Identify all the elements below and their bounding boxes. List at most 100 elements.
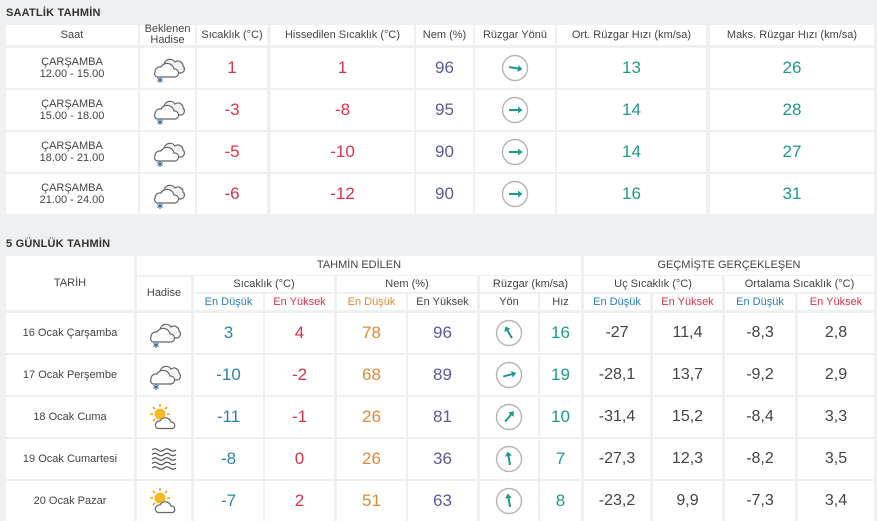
feels-like-value: -12 bbox=[271, 174, 414, 214]
humidity-value: 96 bbox=[416, 48, 473, 88]
snow-cloud-icon bbox=[146, 360, 182, 390]
wind-direction-cell bbox=[480, 355, 538, 395]
wind-arrow-icon bbox=[495, 319, 523, 347]
time-cell: ÇARŞAMBA 15.00 - 18.00 bbox=[6, 90, 138, 130]
haze-icon bbox=[146, 444, 182, 474]
snow-cloud-icon bbox=[150, 53, 186, 83]
wind-arrow-icon bbox=[495, 403, 523, 431]
avg-wind-value: 14 bbox=[557, 90, 706, 130]
avg-max-value: 3,4 bbox=[798, 481, 874, 521]
time-range: 15.00 - 18.00 bbox=[39, 110, 105, 122]
humidity-max-value: 96 bbox=[408, 313, 477, 353]
sublabel-xmax: En Yüksek bbox=[653, 294, 722, 310]
extreme-max-value: 13,7 bbox=[653, 355, 722, 395]
event-cell bbox=[140, 48, 195, 88]
wind-arrow-icon bbox=[495, 487, 523, 515]
wind-arrow-icon bbox=[501, 54, 529, 82]
humidity-max-value: 89 bbox=[408, 355, 477, 395]
extreme-max-value: 11,4 bbox=[653, 313, 722, 353]
extreme-max-value: 12,3 bbox=[653, 439, 722, 479]
temp-value: -6 bbox=[197, 174, 267, 214]
wind-arrow-icon bbox=[501, 180, 529, 208]
sublabel-tmax: En Yüksek bbox=[265, 294, 334, 310]
sublabel-tmin: En Düşük bbox=[194, 294, 263, 310]
partly-sunny-icon bbox=[146, 486, 182, 516]
snow-cloud-icon bbox=[150, 137, 186, 167]
date-cell: 18 Ocak Cuma bbox=[6, 397, 134, 437]
max-wind-value: 31 bbox=[710, 174, 874, 214]
temp-value: -3 bbox=[197, 90, 267, 130]
temp-min-value: -11 bbox=[194, 397, 263, 437]
hdr-avg-wind: Ort. Rüzgar Hızı (km/sa) bbox=[557, 25, 706, 45]
humidity-min-value: 26 bbox=[337, 439, 406, 479]
snow-cloud-icon bbox=[150, 95, 186, 125]
time-range: 18.00 - 21.00 bbox=[39, 152, 105, 164]
avg-min-value: -8,3 bbox=[725, 313, 795, 353]
event-cell bbox=[137, 397, 191, 437]
day-label: ÇARŞAMBA bbox=[41, 98, 103, 110]
sublabel-xmin: En Düşük bbox=[584, 294, 650, 310]
hdr-extreme-temp: Uç Sıcaklık (°C) bbox=[584, 276, 722, 292]
hdr-temp: Sıcaklık (°C) bbox=[197, 25, 267, 45]
daily-forecast-title: 5 GÜNLÜK TAHMİN bbox=[6, 238, 111, 250]
temp-min-value: -10 bbox=[194, 355, 263, 395]
hdr-date: TARİH bbox=[6, 256, 134, 310]
hdr-event: Hadise bbox=[137, 277, 191, 310]
sublabel-spd: Hız bbox=[540, 294, 581, 310]
temp-max-value: 4 bbox=[265, 313, 334, 353]
max-wind-value: 26 bbox=[710, 48, 874, 88]
wind-direction-cell bbox=[475, 132, 555, 172]
sublabel-hmax: En Yüksek bbox=[408, 294, 477, 310]
humidity-min-value: 68 bbox=[337, 355, 406, 395]
hdr-event: Beklenen Hadise bbox=[140, 24, 195, 46]
hourly-forecast-title: SAATLİK TAHMİN bbox=[6, 7, 101, 19]
avg-min-value: -8,4 bbox=[725, 397, 795, 437]
extreme-min-value: -28,1 bbox=[584, 355, 650, 395]
wind-direction-cell bbox=[475, 174, 555, 214]
hdr-temp: Sıcaklık (°C) bbox=[194, 276, 334, 292]
event-cell bbox=[140, 90, 195, 130]
wind-speed-value: 19 bbox=[540, 355, 581, 395]
date-cell: 20 Ocak Pazar bbox=[6, 481, 134, 521]
time-range: 21.00 - 24.00 bbox=[39, 194, 105, 206]
avg-max-value: 3,3 bbox=[798, 397, 874, 437]
wind-arrow-icon bbox=[495, 445, 523, 473]
time-cell: ÇARŞAMBA 12.00 - 15.00 bbox=[6, 48, 138, 88]
wind-direction-cell bbox=[475, 48, 555, 88]
avg-wind-value: 16 bbox=[557, 174, 706, 214]
avg-max-value: 3,5 bbox=[798, 439, 874, 479]
wind-speed-value: 7 bbox=[540, 439, 581, 479]
temp-max-value: -2 bbox=[265, 355, 334, 395]
hdr-humidity: Nem (%) bbox=[416, 25, 473, 45]
humidity-value: 90 bbox=[416, 132, 473, 172]
day-label: ÇARŞAMBA bbox=[41, 140, 103, 152]
event-cell bbox=[137, 313, 191, 353]
humidity-max-value: 81 bbox=[408, 397, 477, 437]
feels-like-value: 1 bbox=[271, 48, 414, 88]
event-cell bbox=[137, 355, 191, 395]
date-cell: 16 Ocak Çarşamba bbox=[6, 313, 134, 353]
temp-min-value: -7 bbox=[194, 481, 263, 521]
event-cell bbox=[140, 132, 195, 172]
extreme-min-value: -23,2 bbox=[584, 481, 650, 521]
wind-speed-value: 16 bbox=[540, 313, 581, 353]
wind-speed-value: 8 bbox=[540, 481, 581, 521]
temp-min-value: -8 bbox=[194, 439, 263, 479]
max-wind-value: 27 bbox=[710, 132, 874, 172]
extreme-min-value: -31,4 bbox=[584, 397, 650, 437]
avg-min-value: -9,2 bbox=[725, 355, 795, 395]
wind-arrow-icon bbox=[495, 361, 523, 389]
date-cell: 19 Ocak Cumartesi bbox=[6, 439, 134, 479]
event-cell bbox=[140, 174, 195, 214]
hdr-forecast-group: TAHMİN EDİLEN bbox=[137, 256, 581, 275]
feels-like-value: -10 bbox=[271, 132, 414, 172]
time-cell: ÇARŞAMBA 18.00 - 21.00 bbox=[6, 132, 138, 172]
hdr-feels: Hissedilen Sıcaklık (°C) bbox=[271, 25, 414, 45]
hdr-actual-group: GEÇMİŞTE GERÇEKLEŞEN bbox=[584, 256, 874, 275]
date-cell: 17 Ocak Perşembe bbox=[6, 355, 134, 395]
temp-max-value: 0 bbox=[265, 439, 334, 479]
hdr-time: Saat bbox=[6, 25, 138, 45]
partly-sunny-icon bbox=[146, 402, 182, 432]
wind-arrow-icon bbox=[501, 96, 529, 124]
wind-direction-cell bbox=[480, 481, 538, 521]
